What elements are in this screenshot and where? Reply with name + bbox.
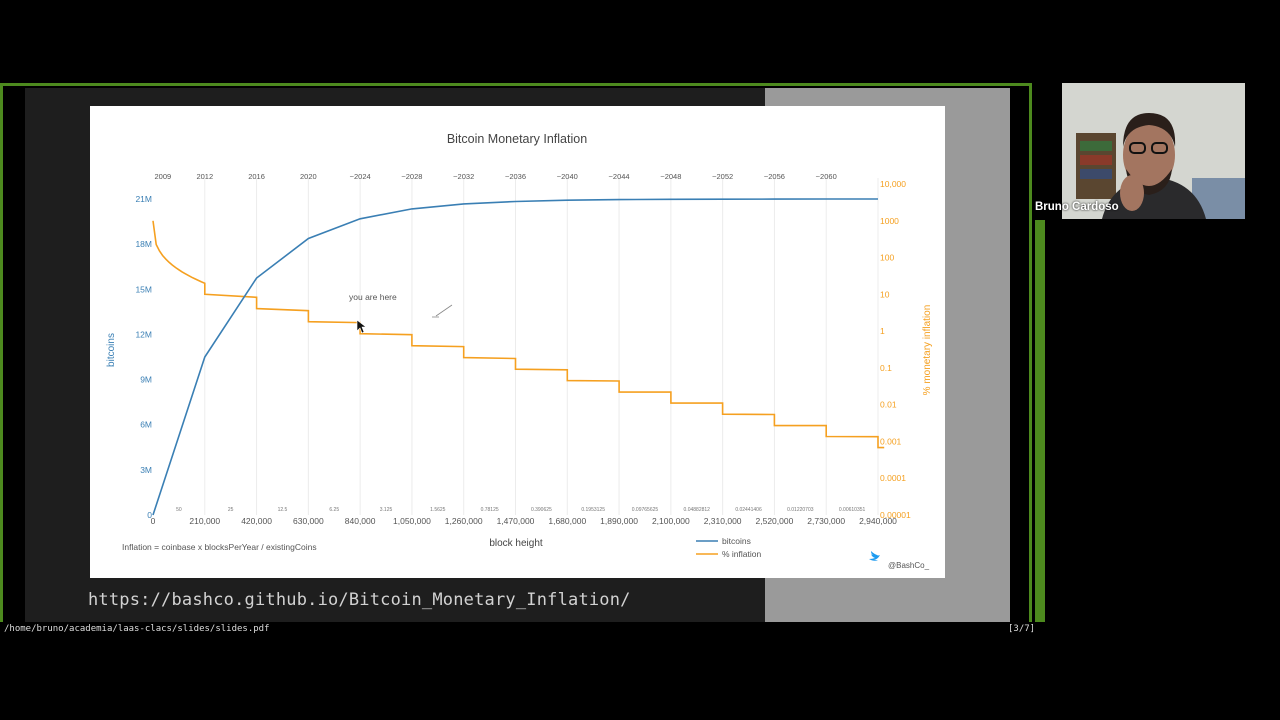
block-reward-label: 6.25 — [329, 507, 339, 513]
top-axis-year-label: ~2036 — [505, 172, 526, 181]
y-tick-label: 0 — [147, 510, 152, 520]
twitter-icon — [869, 551, 880, 561]
top-axis-year-label: ~2028 — [401, 172, 422, 181]
block-reward-label: 0.78125 — [481, 507, 499, 513]
top-axis-year-label: ~2044 — [609, 172, 630, 181]
x-tick-label: 210,000 — [189, 516, 220, 526]
block-reward-label: 0.1953125 — [581, 507, 605, 513]
x-tick-label: 630,000 — [293, 516, 324, 526]
participant-video-feed — [1062, 83, 1245, 219]
chart-title: Bitcoin Monetary Inflation — [447, 132, 587, 146]
x-tick-label: 2,520,000 — [756, 516, 794, 526]
participant-video[interactable] — [1062, 83, 1245, 219]
chart-panel: Bitcoin Monetary Inflation 2009 2012 2016 2… — [90, 106, 945, 578]
block-reward-label: 50 — [176, 507, 182, 513]
block-reward-label: 0.02441406 — [735, 507, 762, 513]
top-axis-year-label: ~2040 — [557, 172, 578, 181]
x-tick-label: 840,000 — [345, 516, 376, 526]
y2-axis-label: % monetary inflation — [922, 305, 933, 396]
top-axis-year-label: ~2060 — [816, 172, 837, 181]
top-axis-year-label: 2020 — [300, 172, 317, 181]
legend: bitcoins % inflation — [696, 536, 761, 559]
participant-name: Bruno Cardoso — [1035, 201, 1119, 213]
top-axis-year-label: 2009 — [155, 172, 172, 181]
y2-tick-label: 0.1 — [880, 363, 892, 373]
top-axis-year-label: 2016 — [248, 172, 265, 181]
status-file-path: /home/bruno/academia/laas-clacs/slides/s… — [4, 624, 270, 634]
x-axis-label: block height — [489, 538, 543, 549]
series-bitcoins-line — [152, 198, 878, 516]
y-tick-label: 15M — [135, 284, 152, 294]
block-reward-label: 0.01220703 — [787, 507, 814, 513]
viewer-status-bar — [0, 622, 1045, 636]
x-tick-label: 1,890,000 — [600, 516, 638, 526]
shared-screen-frame — [0, 83, 1032, 636]
status-page-indicator: [3/7] — [1008, 624, 1036, 634]
shared-screen-frame-right — [1035, 220, 1045, 636]
y-tick-label: 9M — [140, 375, 152, 385]
top-axis-year-label: ~2032 — [453, 172, 474, 181]
block-reward-label: 25 — [228, 507, 234, 513]
top-axis-year-label: ~2048 — [660, 172, 681, 181]
x-tick-label: 1,470,000 — [497, 516, 535, 526]
legend-bitcoins: bitcoins — [722, 536, 751, 546]
block-reward-label: 3.125 — [380, 507, 393, 513]
y2-tick-label: 0.00001 — [880, 510, 911, 520]
x-tick-label: 2,730,000 — [807, 516, 845, 526]
top-axis-year-label: ~2056 — [764, 172, 785, 181]
x-tick-label: 2,310,000 — [704, 516, 742, 526]
chart-svg: Bitcoin Monetary Inflation 2009 2012 2016 2… — [106, 132, 933, 570]
y2-tick-label: 0.0001 — [880, 473, 906, 483]
block-reward-label: 1.5625 — [430, 507, 446, 513]
y-tick-label: 12M — [135, 329, 152, 339]
block-reward-label: 0.04882812 — [684, 507, 711, 513]
block-reward-label: 0.00610351 — [839, 507, 866, 513]
x-tick-label: 1,680,000 — [548, 516, 586, 526]
block-reward-label: 0.390625 — [531, 507, 552, 513]
y-axis-label: bitcoins — [106, 333, 117, 367]
x-tick-label: 2,940,000 — [859, 516, 897, 526]
mouse-cursor-icon — [356, 319, 367, 334]
annotation-you-are-here: you are here — [349, 292, 397, 302]
top-axis-year-label: 2012 — [196, 172, 213, 181]
y2-tick-label: 0.001 — [880, 436, 902, 446]
x-tick-label: 2,100,000 — [652, 516, 690, 526]
y2-tick-label: 100 — [880, 253, 894, 263]
x-tick-label: 1,050,000 — [393, 516, 431, 526]
block-reward-label: 12.5 — [278, 507, 288, 513]
block-reward-label: 0.09765625 — [632, 507, 659, 513]
y-tick-label: 18M — [135, 239, 152, 249]
y2-tick-label: 0.01 — [880, 400, 897, 410]
chart-footnote: Inflation = coinbase x blocksPerYear / e… — [122, 542, 317, 552]
y2-tick-label: 10,000 — [880, 179, 906, 189]
x-tick-label: 1,260,000 — [445, 516, 483, 526]
y2-tick-label: 1000 — [880, 216, 899, 226]
top-axis-year-label: ~2024 — [350, 172, 371, 181]
legend-inflation: % inflation — [722, 549, 761, 559]
slide-url[interactable]: https://bashco.github.io/Bitcoin_Monetar… — [88, 590, 631, 610]
x-tick-label: 0 — [151, 516, 156, 526]
y-tick-label: 21M — [135, 194, 152, 204]
x-tick-label: 420,000 — [241, 516, 272, 526]
top-axis-year-label: ~2052 — [712, 172, 733, 181]
y2-tick-label: 1 — [880, 326, 885, 336]
person-face — [1123, 121, 1175, 189]
chart-credit: @BashCo_ — [888, 561, 930, 570]
y-tick-label: 3M — [140, 465, 152, 475]
y-tick-label: 6M — [140, 420, 152, 430]
y2-tick-label: 10 — [880, 289, 890, 299]
